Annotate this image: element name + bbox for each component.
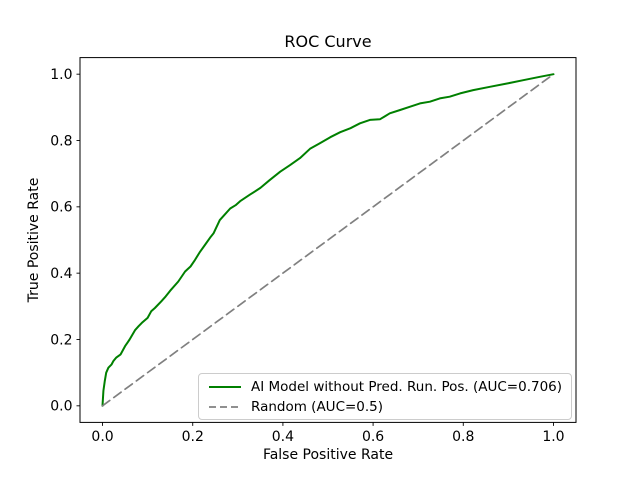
x-tick-label: 0.2	[182, 429, 204, 445]
x-axis-label: False Positive Rate	[262, 447, 394, 463]
legend: AI Model without Pred. Run. Pos. (AUC=0.…	[198, 373, 572, 420]
x-tick-label: 0.0	[91, 429, 113, 445]
legend-line-sample-ai-model	[209, 385, 241, 388]
y-tick-label: 0.4	[50, 266, 72, 282]
legend-label-ai-model: AI Model without Pred. Run. Pos. (AUC=0.…	[251, 378, 563, 395]
x-tick-label: 0.4	[272, 429, 294, 445]
x-tick-label: 0.8	[452, 429, 474, 445]
random-baseline-curve	[101, 73, 555, 407]
roc-curve	[101, 73, 555, 407]
y-axis-label: True Positive Rate	[26, 177, 42, 303]
legend-item-random: Random (AUC=0.5)	[208, 398, 571, 416]
x-tick-label: 1.0	[542, 429, 564, 445]
y-tick-label: 1.0	[50, 67, 72, 83]
x-tick-label: 0.6	[362, 429, 384, 445]
legend-line-sample-random	[209, 405, 241, 408]
y-tick-label: 0.6	[50, 200, 72, 216]
y-tick-label: 0.8	[50, 133, 72, 149]
legend-item-ai-model: AI Model without Pred. Run. Pos. (AUC=0.…	[208, 378, 571, 396]
y-tick-label: 0.2	[50, 332, 72, 348]
legend-label-random: Random (AUC=0.5)	[251, 398, 384, 415]
chart-title: ROC Curve	[284, 32, 372, 51]
axes-border	[79, 57, 577, 423]
y-tick-label: 0.0	[50, 399, 72, 415]
